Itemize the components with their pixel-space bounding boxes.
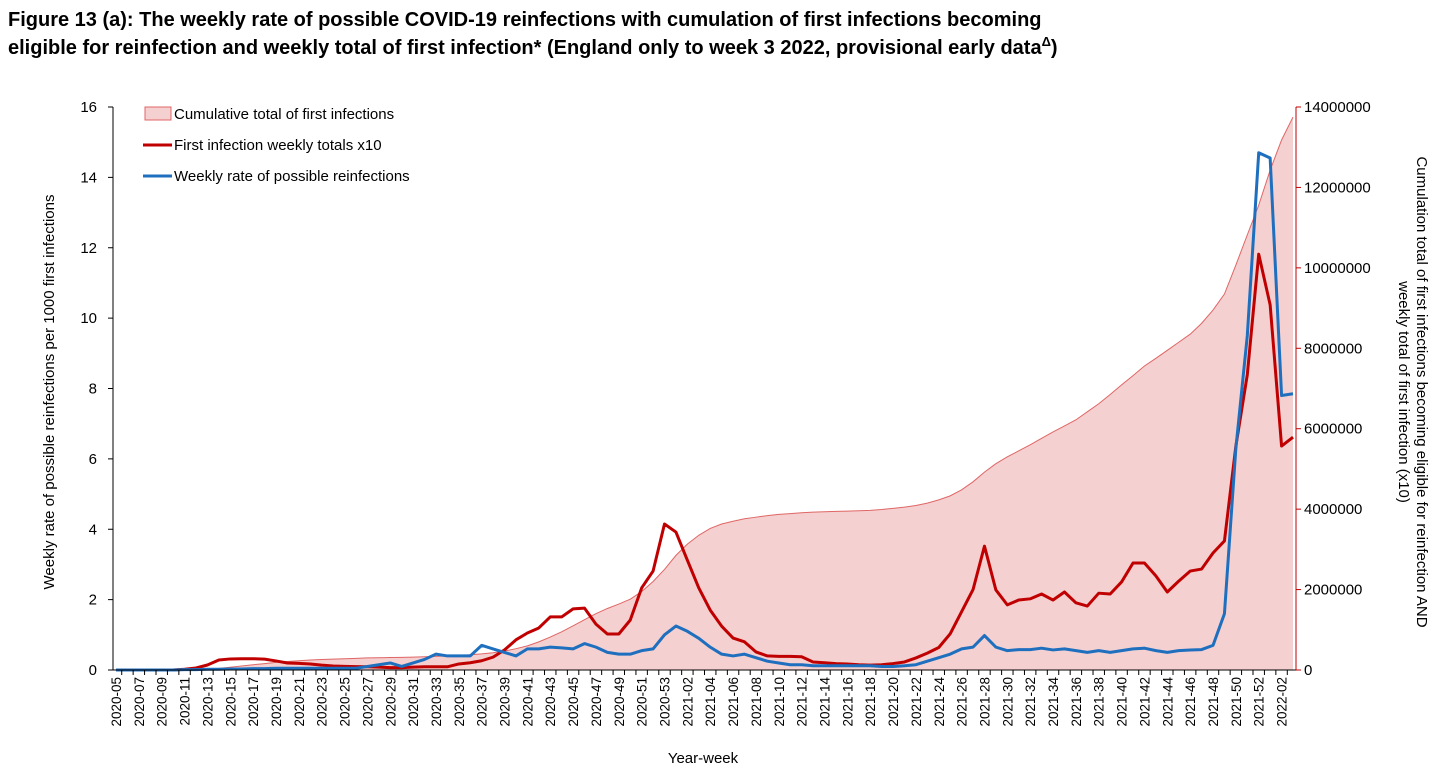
chart-title: eligible for reinfection and weekly tota…	[8, 34, 1058, 59]
x-tick-label: 2020-37	[475, 677, 490, 727]
x-tick-label: 2020-31	[406, 677, 421, 727]
x-tick-label: 2021-12	[795, 677, 810, 727]
x-tick-label: 2020-35	[452, 677, 467, 727]
x-tick-label: 2020-09	[155, 677, 170, 727]
x-tick-label: 2021-48	[1206, 677, 1221, 727]
x-tick-label: 2020-15	[223, 677, 238, 727]
x-tick-label: 2020-47	[589, 677, 604, 727]
y2-tick-label: 4000000	[1304, 501, 1362, 518]
y-tick-label: 14	[80, 169, 97, 186]
x-tick-label: 2020-49	[612, 677, 627, 727]
x-tick-label: 2021-06	[726, 677, 741, 727]
chart-title: Figure 13 (a): The weekly rate of possib…	[8, 9, 1042, 31]
x-tick-label: 2021-40	[1115, 677, 1130, 727]
y2-tick-label: 14000000	[1304, 99, 1371, 116]
x-tick-label: 2021-20	[886, 677, 901, 727]
x-tick-label: 2020-41	[520, 677, 535, 727]
legend-label: Weekly rate of possible reinfections	[174, 168, 410, 185]
x-tick-label: 2021-10	[772, 677, 787, 727]
y2-tick-label: 0	[1304, 662, 1312, 679]
y2-axis-label: Cumulation total of first infections bec…	[1413, 156, 1430, 627]
y-axis-label: Weekly rate of possible reinfections per…	[41, 195, 58, 590]
x-tick-label: 2021-02	[680, 677, 695, 727]
x-tick-label: 2020-23	[315, 677, 330, 727]
x-tick-label: 2020-11	[178, 677, 193, 726]
legend-swatch	[144, 106, 172, 121]
x-axis-label: Year-week	[668, 750, 739, 767]
x-tick-label: 2020-07	[132, 677, 147, 727]
y-tick-label: 0	[89, 662, 97, 679]
x-tick-label: 2020-25	[338, 677, 353, 727]
y2-tick-label: 8000000	[1304, 340, 1362, 357]
x-tick-label: 2020-45	[566, 677, 581, 727]
x-tick-label: 2021-14	[817, 677, 832, 727]
y-tick-label: 2	[89, 592, 97, 609]
y2-tick-label: 2000000	[1304, 582, 1362, 599]
x-tick-label: 2020-29	[383, 677, 398, 727]
x-tick-label: 2020-53	[658, 677, 673, 727]
y-tick-label: 4	[89, 521, 97, 538]
x-tick-label: 2021-44	[1160, 677, 1175, 727]
x-tick-label: 2021-30	[1000, 677, 1015, 727]
x-tick-label: 2020-33	[429, 677, 444, 727]
y2-axis-label: weekly total of first infection (x10)	[1395, 280, 1412, 503]
y2-tick-label: 12000000	[1304, 179, 1371, 196]
x-tick-label: 2020-13	[200, 677, 215, 727]
y-tick-label: 16	[80, 99, 97, 116]
y-tick-label: 6	[89, 451, 97, 468]
title-end: )	[1051, 37, 1058, 59]
y-tick-label: 10	[80, 310, 97, 327]
x-tick-label: 2021-18	[863, 677, 878, 727]
x-tick-label: 2022-02	[1275, 677, 1290, 727]
area	[116, 117, 1293, 670]
line	[116, 252, 1294, 672]
x-tick-label: 2020-43	[543, 677, 558, 727]
x-tick-label: 2021-26	[955, 677, 970, 727]
x-tick-label: 2021-32	[1023, 677, 1038, 727]
x-tick-label: 2020-27	[360, 677, 375, 727]
area-line	[116, 116, 1294, 671]
x-tick-label: 2020-39	[498, 677, 513, 727]
x-tick-label: 2020-19	[269, 677, 284, 727]
y-tick-label: 12	[80, 240, 97, 257]
x-tick-label: 2021-08	[749, 677, 764, 727]
x-tick-label: 2021-36	[1069, 677, 1084, 727]
x-tick-label: 2021-04	[703, 677, 718, 727]
x-tick-label: 2021-46	[1183, 677, 1198, 727]
x-tick-label: 2020-17	[246, 677, 261, 727]
x-tick-label: 2021-34	[1046, 677, 1061, 727]
x-tick-label: 2021-16	[840, 677, 855, 727]
x-tick-label: 2020-21	[292, 677, 307, 727]
x-tick-label: 2021-28	[977, 677, 992, 727]
y2-tick-label: 10000000	[1304, 260, 1371, 277]
legend-label: Cumulative total of first infections	[174, 106, 394, 123]
x-tick-label: 2020-51	[635, 677, 650, 727]
title-text: eligible for reinfection and weekly tota…	[8, 37, 1042, 59]
x-tick-label: 2020-05	[109, 677, 124, 727]
legend-label: First infection weekly totals x10	[174, 137, 382, 154]
title-superscript: Δ	[1042, 34, 1051, 49]
y2-tick-label: 6000000	[1304, 421, 1362, 438]
y-tick-label: 8	[89, 381, 97, 398]
x-tick-label: 2021-24	[932, 677, 947, 727]
x-tick-label: 2021-38	[1092, 677, 1107, 727]
x-tick-label: 2021-50	[1229, 677, 1244, 727]
x-tick-label: 2021-22	[909, 677, 924, 727]
line	[116, 151, 1294, 672]
x-tick-label: 2021-52	[1252, 677, 1267, 727]
x-tick-label: 2021-42	[1137, 677, 1152, 727]
